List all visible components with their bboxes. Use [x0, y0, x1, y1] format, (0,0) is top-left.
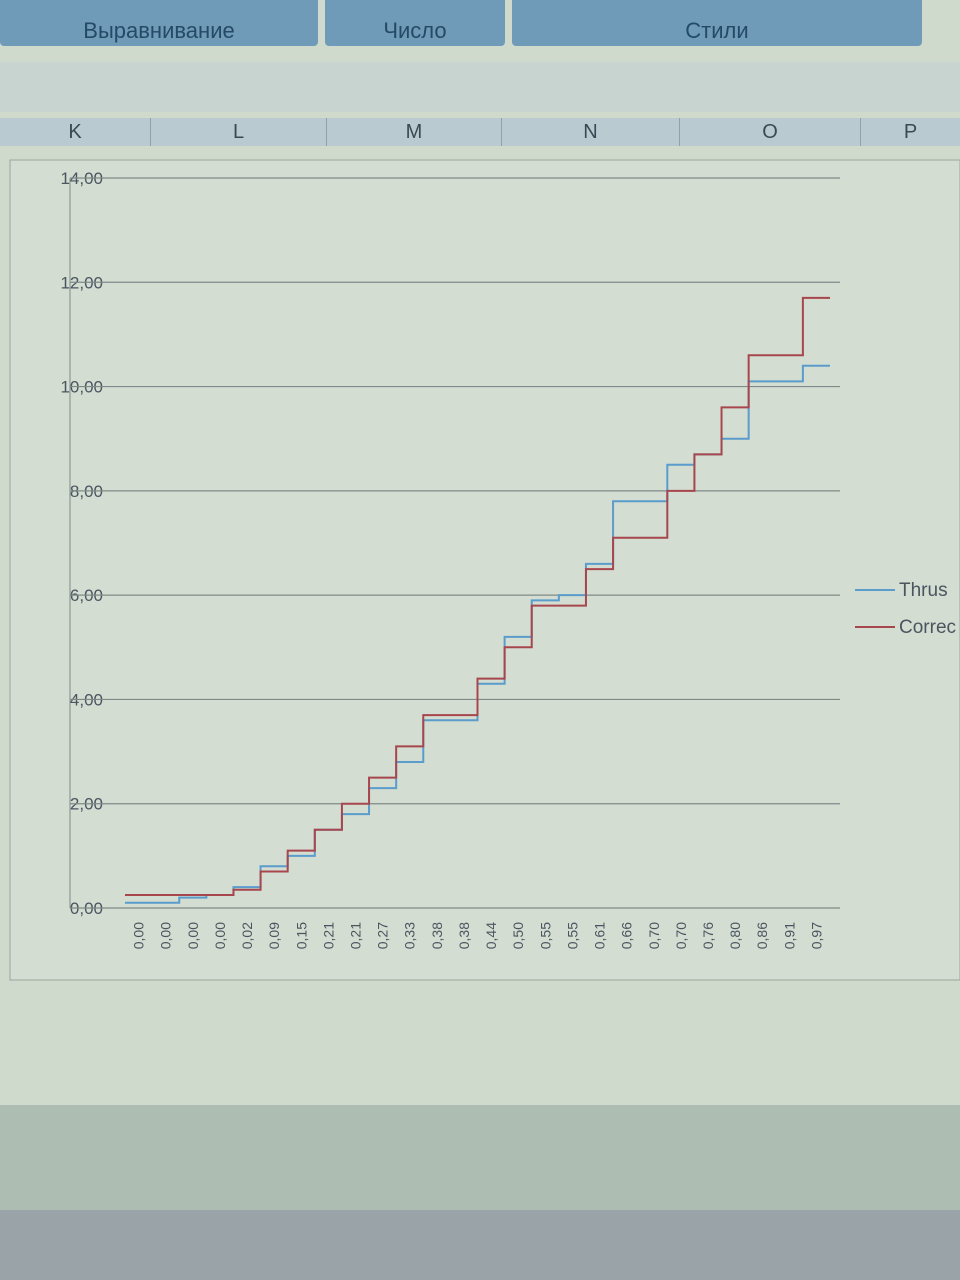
- x-tick-label: 0,91: [781, 922, 797, 949]
- taskbar: [0, 1105, 960, 1210]
- x-tick-label: 0,38: [456, 922, 472, 949]
- x-tick-label: 0,27: [375, 922, 391, 949]
- x-tick-label: 0,21: [347, 922, 363, 949]
- legend-label: Correc: [899, 617, 956, 638]
- legend-label: Thrus: [899, 580, 948, 601]
- x-tick-label: 0,76: [700, 922, 716, 949]
- x-tick-label: 0,70: [673, 922, 689, 949]
- x-tick-label: 0,38: [429, 922, 445, 949]
- column-header[interactable]: N: [502, 118, 680, 146]
- x-tick-label: 0,61: [592, 922, 608, 949]
- formula-bar: [0, 62, 960, 112]
- x-tick-label: 0,00: [185, 922, 201, 949]
- series-line: [125, 296, 830, 896]
- x-tick-label: 0,00: [212, 922, 228, 949]
- x-tick-label: 0,66: [619, 922, 635, 949]
- x-tick-label: 0,15: [293, 922, 309, 949]
- x-tick-label: 0,00: [131, 922, 147, 949]
- x-tick-label: 0,80: [727, 922, 743, 949]
- x-tick-label: 0,97: [808, 922, 824, 949]
- ribbon-group: Выравнивание: [0, 0, 318, 46]
- x-tick-label: 0,21: [320, 922, 336, 949]
- x-tick-label: 0,02: [239, 922, 255, 949]
- x-tick-label: 0,44: [483, 922, 499, 949]
- ribbon-group: Стили: [512, 0, 922, 46]
- chart-area: [9, 159, 960, 981]
- screen: Выравнивание Число Стили K L M N O P 0,0…: [0, 0, 960, 1210]
- x-tick-label: 0,50: [510, 922, 526, 949]
- x-tick-label: 0,86: [754, 922, 770, 949]
- x-tick-label: 0,55: [564, 922, 580, 949]
- column-header[interactable]: K: [0, 118, 151, 146]
- column-header[interactable]: L: [151, 118, 327, 146]
- x-tick-label: 0,55: [537, 922, 553, 949]
- x-tick-label: 0,00: [158, 922, 174, 949]
- x-tick-label: 0,33: [402, 922, 418, 949]
- column-header[interactable]: M: [327, 118, 502, 146]
- ribbon-group: Число: [325, 0, 505, 46]
- x-tick-label: 0,09: [266, 922, 282, 949]
- column-header[interactable]: O: [680, 118, 861, 146]
- column-header[interactable]: P: [861, 118, 960, 146]
- x-tick-label: 0,70: [646, 922, 662, 949]
- bezel: [0, 1210, 960, 1280]
